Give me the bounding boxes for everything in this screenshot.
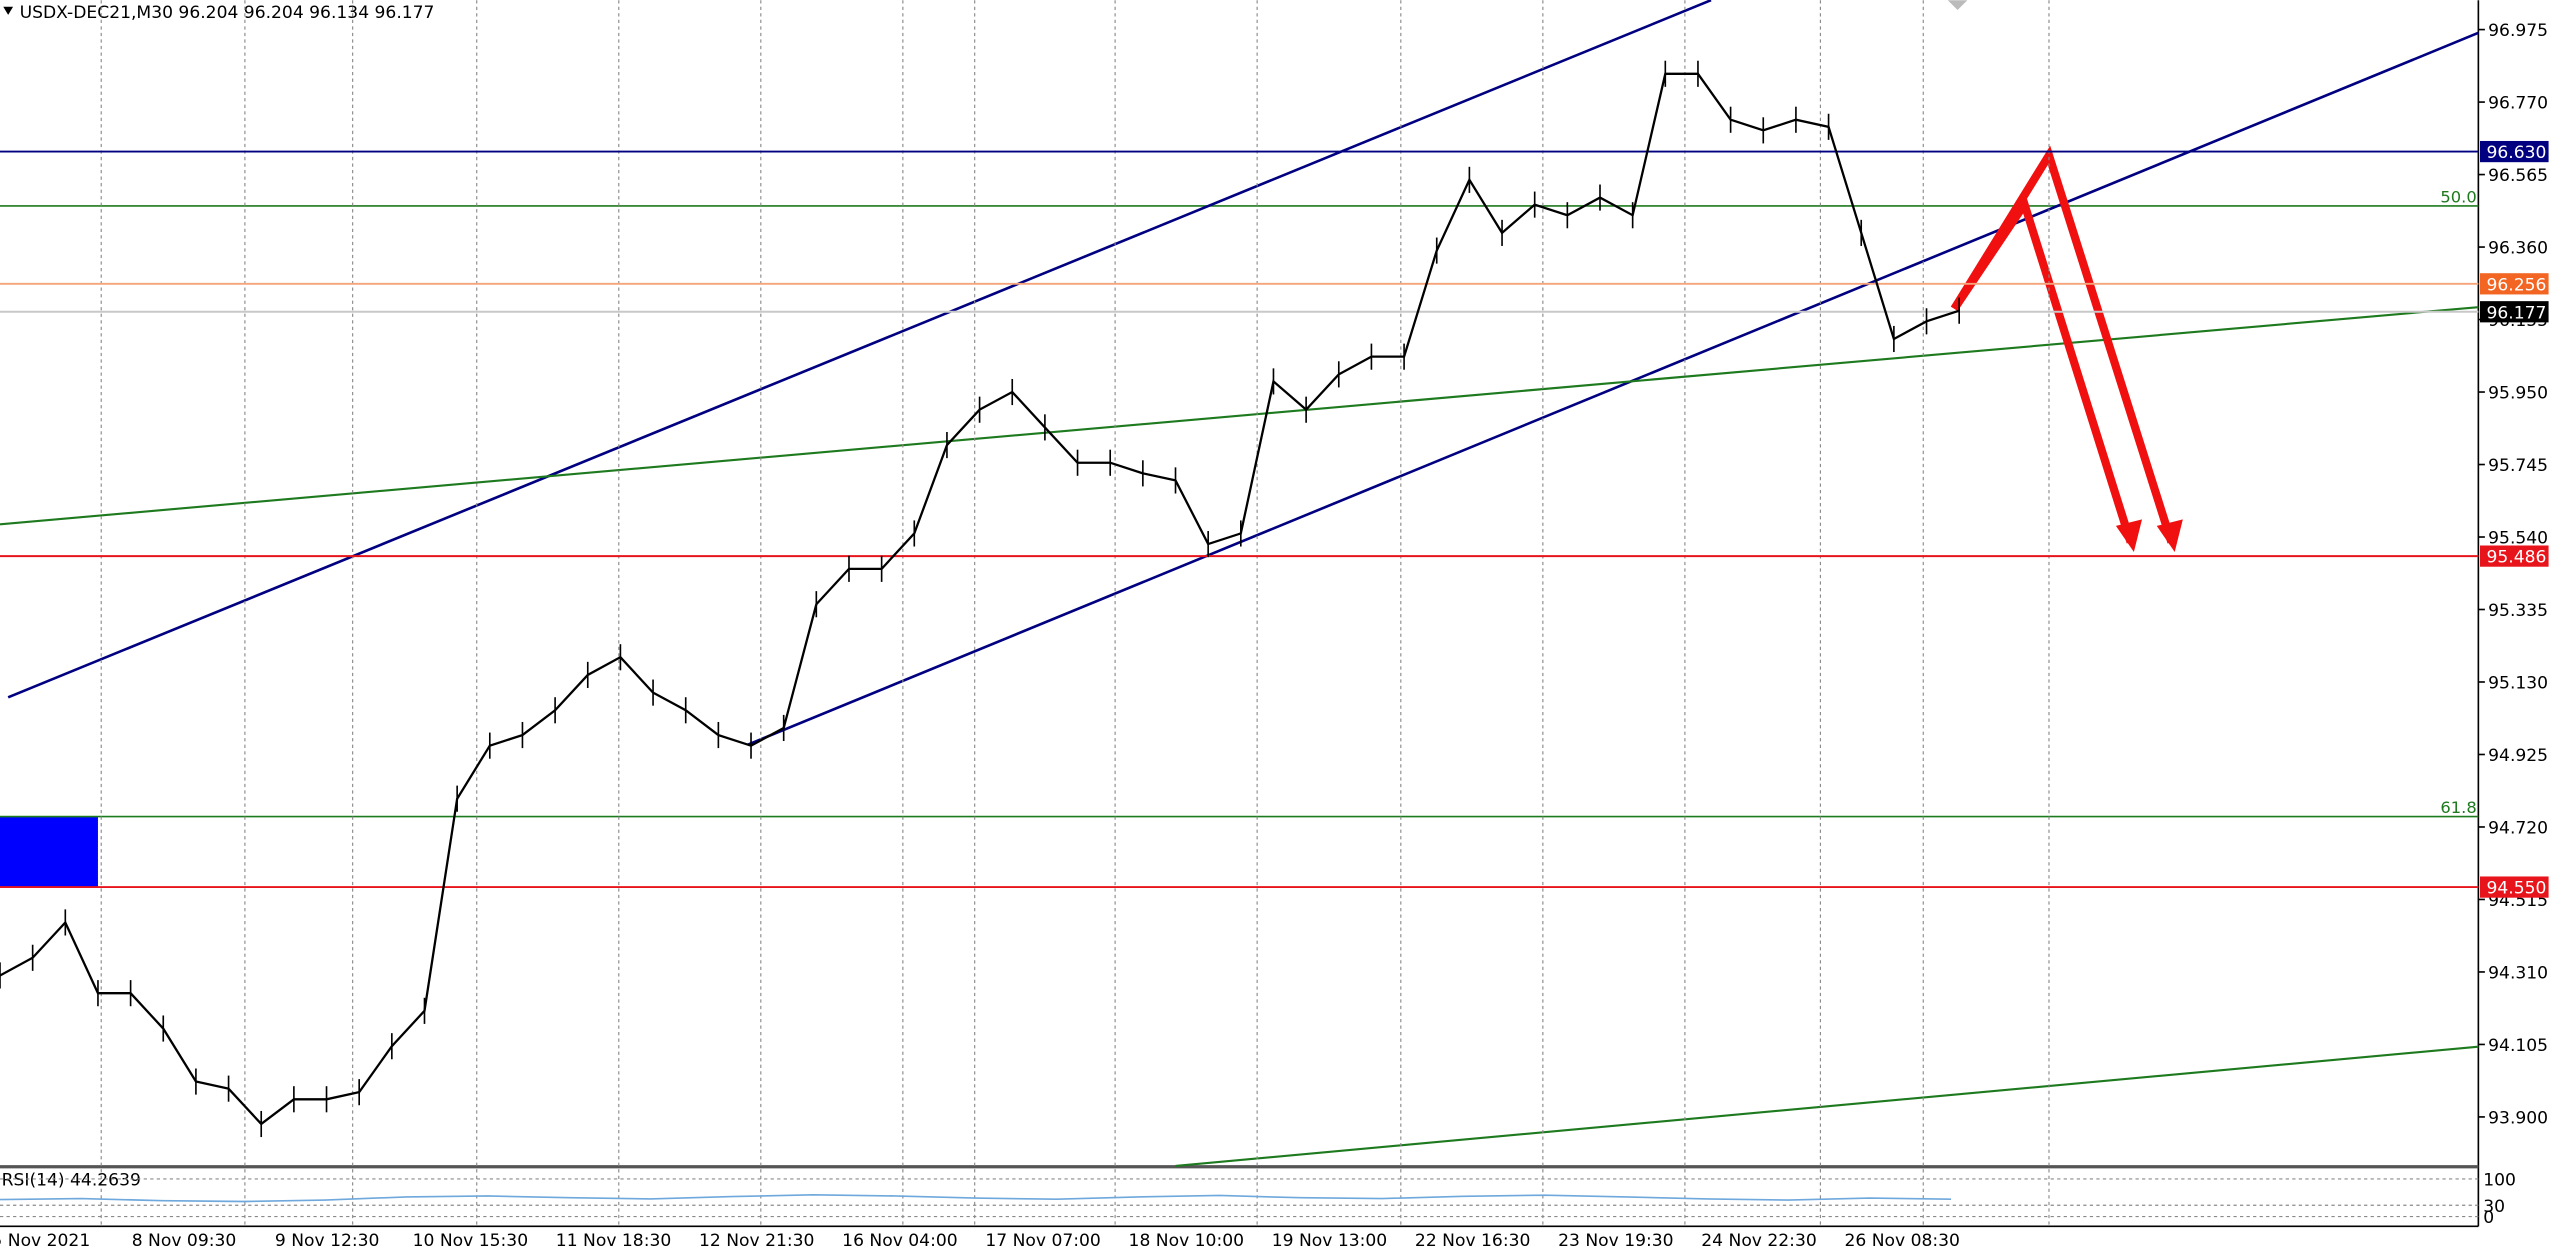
time-label: 26 Nov 08:30: [1844, 1231, 1959, 1251]
rsi-line: [0, 1193, 1952, 1203]
time-label: 19 Nov 13:00: [1272, 1231, 1387, 1251]
price-tag-label: 96.630: [2487, 143, 2547, 163]
arrow-head: [2156, 519, 2183, 553]
price-tag: [2480, 301, 2549, 323]
price-label: 96.975: [2488, 21, 2548, 41]
arrow-head: [2115, 519, 2143, 553]
price-tag-label: 96.177: [2487, 303, 2547, 323]
price-label: 95.130: [2488, 674, 2548, 694]
marker: [1947, 0, 1968, 10]
time-label: 22 Nov 16:30: [1415, 1231, 1530, 1251]
trend-line: [1175, 1045, 2479, 1167]
time-label: 10 Nov 15:30: [413, 1231, 528, 1251]
price-label: 94.720: [2488, 819, 2548, 839]
forecast-arrow: [1950, 145, 2176, 544]
channel-lower: [747, 31, 2479, 746]
price-label: 95.950: [2488, 384, 2548, 404]
price-tag: [2480, 273, 2549, 295]
fib-label: 61.8: [2440, 798, 2476, 817]
time-label: 8 Nov 09:30: [132, 1231, 237, 1251]
price-tag-label: 95.486: [2487, 548, 2547, 568]
time-label: 17 Nov 07:00: [985, 1231, 1100, 1251]
rsi-axis-label: 30: [2483, 1197, 2505, 1217]
time-label: 5 Nov 2021: [0, 1231, 90, 1251]
time-label: 11 Nov 18:30: [556, 1231, 671, 1251]
time-label: 16 Nov 04:00: [842, 1231, 957, 1251]
price-line: [0, 72, 1960, 1126]
price-label: 94.925: [2488, 746, 2548, 766]
price-label: 95.335: [2488, 601, 2548, 621]
rsi-axis-label: 0: [2483, 1208, 2494, 1228]
price-label: 95.540: [2488, 529, 2548, 549]
price-tag-label: 96.256: [2487, 275, 2547, 295]
price-label: 94.310: [2488, 963, 2548, 983]
price-label: 94.105: [2488, 1036, 2548, 1056]
price-label: 96.565: [2488, 166, 2548, 186]
time-label: 12 Nov 21:30: [699, 1231, 814, 1251]
time-label: 24 Nov 22:30: [1701, 1231, 1816, 1251]
price-tag-label: 94.550: [2487, 879, 2547, 899]
indicator-label: RSI(14) 44.2639: [2, 1170, 141, 1190]
symbol-info: USDX-DEC21,M30 96.204 96.204 96.134 96.1…: [20, 3, 435, 23]
price-tag: [2480, 545, 2549, 567]
time-label: 9 Nov 12:30: [275, 1231, 380, 1251]
price-tag: [2480, 876, 2549, 898]
menu-arrow[interactable]: [3, 6, 14, 15]
time-label: 23 Nov 19:30: [1558, 1231, 1673, 1251]
channel-upper: [7, 0, 1712, 699]
price-label: 95.745: [2488, 456, 2548, 476]
forecast-arrow: [1950, 194, 2135, 544]
price-label: 93.900: [2488, 1108, 2548, 1128]
time-label: 18 Nov 10:00: [1129, 1231, 1244, 1251]
price-label: 96.770: [2488, 94, 2548, 114]
price-label: 96.360: [2488, 239, 2548, 259]
price-tag: [2480, 140, 2549, 163]
fib-label: 50.0: [2440, 188, 2476, 207]
zone-box: [0, 816, 98, 887]
rsi-axis-label: 100: [2483, 1170, 2516, 1190]
